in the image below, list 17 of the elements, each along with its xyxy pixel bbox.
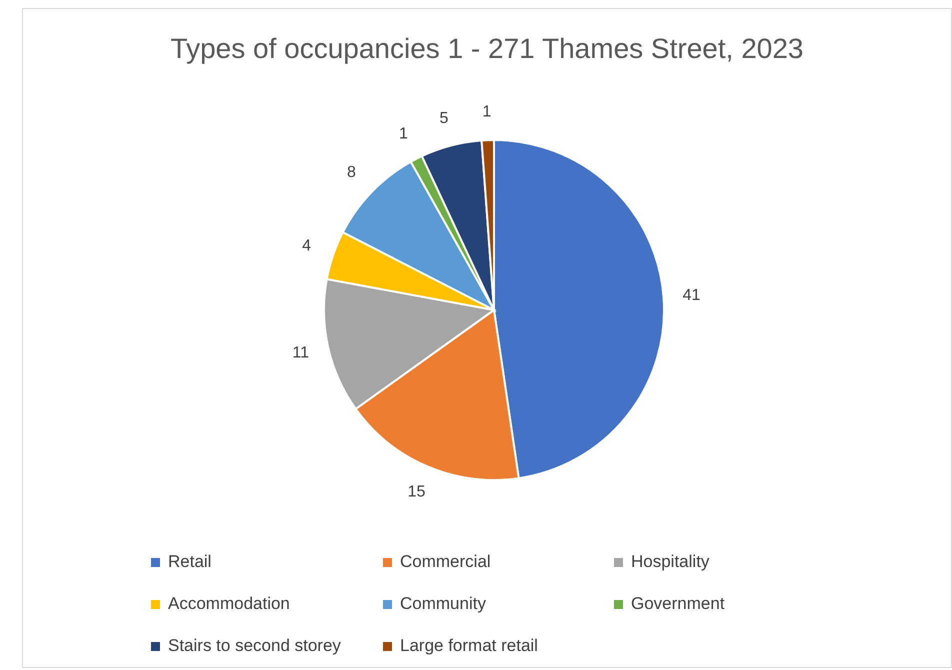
legend-label: Commercial	[400, 552, 491, 572]
legend-label: Retail	[168, 552, 212, 572]
data-label: 41	[682, 287, 700, 304]
legend-label: Accommodation	[168, 594, 290, 614]
legend-label: Hospitality	[631, 552, 710, 572]
legend-label: Large format retail	[400, 636, 538, 656]
legend-label: Community	[400, 594, 486, 614]
data-label: 4	[302, 238, 312, 255]
data-label: 8	[347, 164, 356, 182]
legend-label: Stairs to second storey	[168, 636, 341, 656]
data-label: 1	[482, 104, 492, 121]
data-label: 5	[439, 110, 448, 127]
data-label: 11	[292, 344, 310, 362]
legend-label: Government	[631, 594, 725, 614]
data-label: 15	[408, 484, 426, 501]
chart-title: Types of occupancies 1 - 271 Thames Street, 2023	[170, 33, 804, 65]
data-label: 1	[399, 125, 408, 142]
